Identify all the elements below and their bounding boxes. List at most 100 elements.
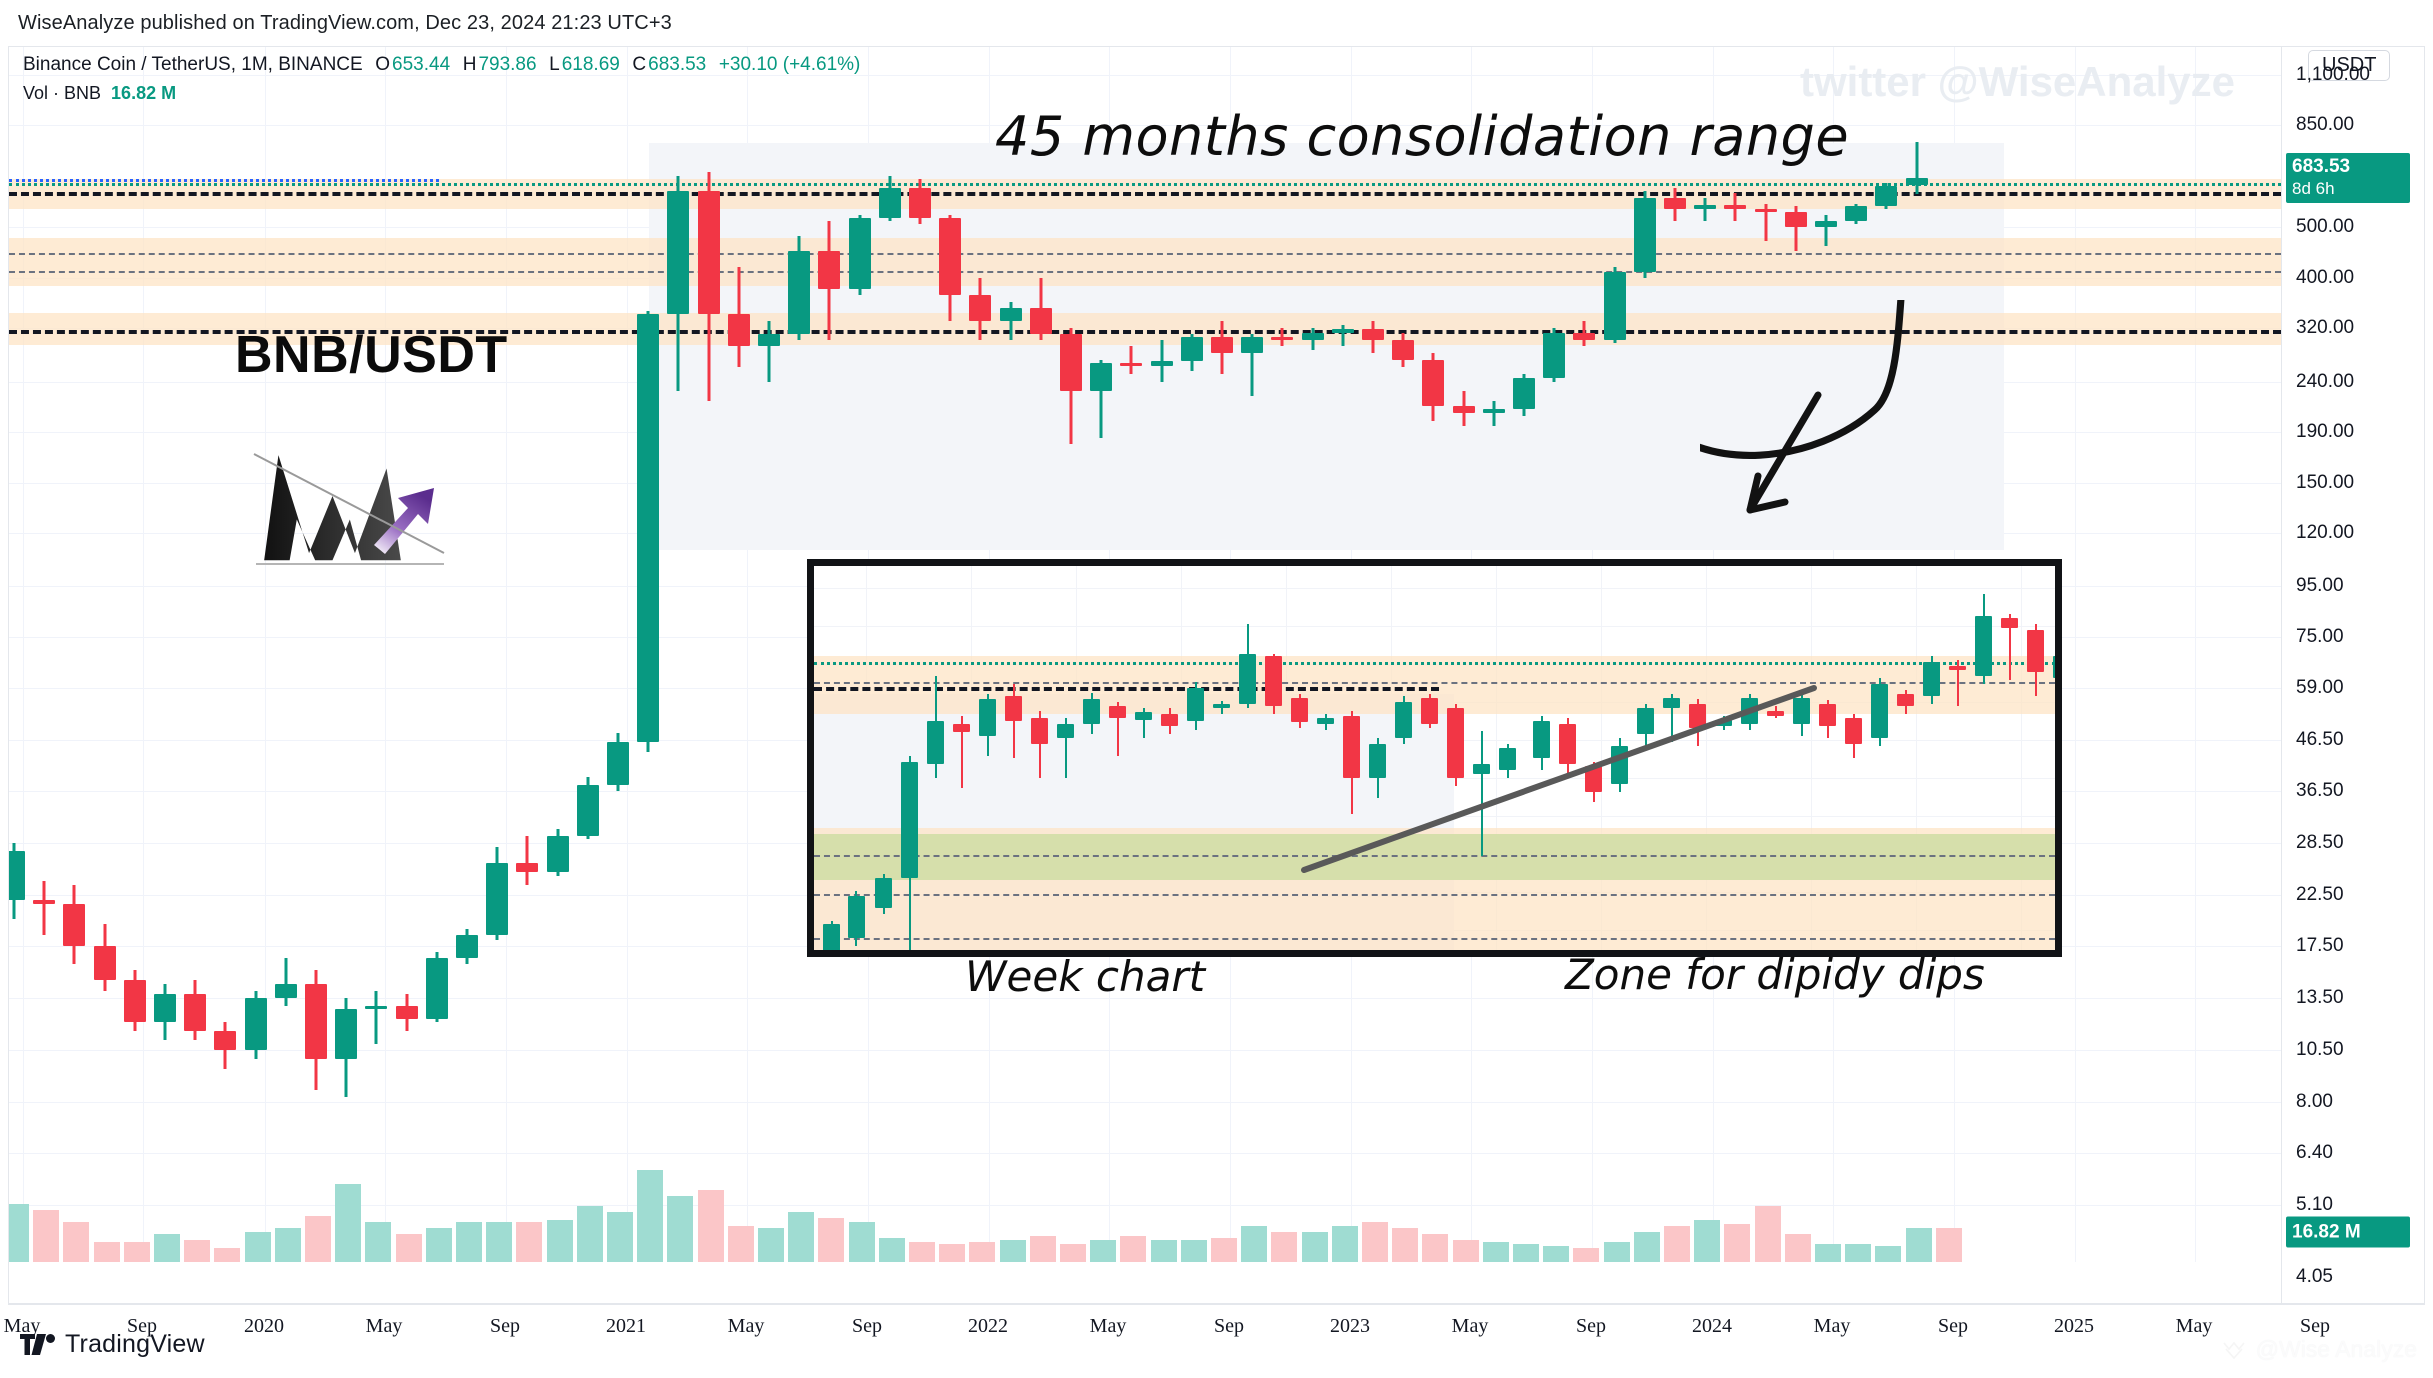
candle[interactable] xyxy=(1241,333,1264,396)
tradingview-logo[interactable]: TradingView xyxy=(20,1330,205,1359)
candle[interactable] xyxy=(123,970,146,1032)
candle[interactable] xyxy=(576,777,599,840)
candle[interactable] xyxy=(1784,206,1807,252)
inset-candle[interactable] xyxy=(2001,614,2019,680)
candle[interactable] xyxy=(1362,321,1384,354)
inset-candle[interactable] xyxy=(953,716,971,788)
candle[interactable] xyxy=(909,178,931,224)
candle[interactable] xyxy=(365,990,388,1045)
candle[interactable] xyxy=(1603,266,1626,344)
chart-legend[interactable]: Binance Coin / TetherUS, 1M, BINANCE O 65… xyxy=(23,51,862,107)
candle[interactable] xyxy=(63,885,86,964)
inset-candle[interactable] xyxy=(1265,654,1283,714)
legend-symbol[interactable]: Binance Coin / TetherUS, 1M, BINANCE xyxy=(23,54,363,75)
candle[interactable] xyxy=(637,311,660,752)
inset-candle[interactable] xyxy=(1689,699,1707,746)
inset-candle[interactable] xyxy=(1421,694,1439,728)
candle[interactable] xyxy=(1392,332,1415,367)
candle[interactable] xyxy=(878,175,901,221)
price-axis[interactable]: USDT 1,100.00 850.00 500.00 400.00 320.00 240… xyxy=(2281,47,2424,1303)
candle[interactable] xyxy=(788,236,811,341)
candle[interactable] xyxy=(1875,183,1898,210)
candle[interactable] xyxy=(1482,400,1505,427)
inset-candle[interactable] xyxy=(2053,652,2055,684)
candle[interactable] xyxy=(1694,198,1717,221)
candle[interactable] xyxy=(1422,353,1445,422)
candle[interactable] xyxy=(848,214,871,296)
inset-candle[interactable] xyxy=(1767,706,1785,718)
candle[interactable] xyxy=(697,172,720,401)
inset-candle[interactable] xyxy=(1923,656,1941,704)
candle[interactable] xyxy=(818,220,841,341)
candle[interactable] xyxy=(1120,346,1143,375)
candle[interactable] xyxy=(305,970,327,1091)
candle[interactable] xyxy=(9,843,25,919)
inset-candle[interactable] xyxy=(1975,594,1993,684)
candle[interactable] xyxy=(1180,333,1203,371)
candle[interactable] xyxy=(456,929,478,964)
candle[interactable] xyxy=(999,301,1022,341)
inset-candle[interactable] xyxy=(1559,718,1577,774)
inset-candle[interactable] xyxy=(823,921,841,950)
inset-candle[interactable] xyxy=(1161,708,1179,734)
inset-candle[interactable] xyxy=(1585,762,1603,802)
candle[interactable] xyxy=(1573,321,1596,347)
candle[interactable] xyxy=(395,993,418,1032)
candle[interactable] xyxy=(758,321,780,382)
inset-candle[interactable] xyxy=(1395,696,1413,744)
candle[interactable] xyxy=(184,979,207,1041)
candle[interactable] xyxy=(607,733,629,791)
inset-candle[interactable] xyxy=(1845,714,1863,758)
candle[interactable] xyxy=(154,983,176,1041)
inset-candle[interactable] xyxy=(1871,678,1889,746)
candle[interactable] xyxy=(1664,188,1686,221)
candle[interactable] xyxy=(1301,328,1324,350)
candle[interactable] xyxy=(546,828,569,877)
candle[interactable] xyxy=(93,924,116,991)
candle[interactable] xyxy=(667,175,690,392)
inset-candle[interactable] xyxy=(1533,716,1551,770)
inset-candle[interactable] xyxy=(1949,660,1967,706)
candle[interactable] xyxy=(516,835,539,886)
inset-candle[interactable] xyxy=(927,676,945,778)
candle[interactable] xyxy=(214,1022,237,1070)
candle[interactable] xyxy=(1905,141,1928,194)
inset-candle[interactable] xyxy=(1343,711,1361,814)
candle[interactable] xyxy=(969,278,992,341)
candle[interactable] xyxy=(1754,203,1777,242)
inset-candle[interactable] xyxy=(901,756,919,950)
inset-plot-area[interactable] xyxy=(814,566,2055,950)
candle[interactable] xyxy=(727,266,750,367)
candle[interactable] xyxy=(335,998,358,1098)
inset-candle[interactable] xyxy=(1637,704,1655,746)
time-axis[interactable]: May Sep 2020 May Sep 2021 May Sep 2022 May Sep 2023… xyxy=(4,1304,2425,1350)
candle[interactable] xyxy=(1150,340,1173,382)
inset-candle[interactable] xyxy=(1473,731,1491,856)
inset-candle[interactable] xyxy=(1187,682,1205,730)
candle[interactable] xyxy=(1543,328,1566,382)
price-pane[interactable] xyxy=(9,47,2281,1262)
inset-candle[interactable] xyxy=(1499,744,1517,778)
inset-candle[interactable] xyxy=(1897,690,1915,714)
inset-candle[interactable] xyxy=(1031,711,1049,778)
inset-candle[interactable] xyxy=(1109,702,1127,756)
candle[interactable] xyxy=(33,880,56,935)
inset-candle[interactable] xyxy=(1663,694,1681,742)
candle[interactable] xyxy=(1090,359,1113,438)
candle[interactable] xyxy=(274,957,297,1006)
inset-candle[interactable] xyxy=(1291,694,1309,728)
inset-candle[interactable] xyxy=(1135,708,1153,738)
inset-candle[interactable] xyxy=(875,874,893,914)
candle[interactable] xyxy=(1815,214,1837,247)
inset-candle[interactable] xyxy=(1005,684,1023,758)
inset-candle[interactable] xyxy=(1083,693,1101,734)
candle[interactable] xyxy=(1633,190,1656,278)
candle[interactable] xyxy=(1452,391,1475,427)
candle[interactable] xyxy=(244,990,267,1060)
inset-candle[interactable] xyxy=(1317,714,1335,730)
candle[interactable] xyxy=(1513,374,1535,416)
candle[interactable] xyxy=(1060,328,1082,444)
inset-candle[interactable] xyxy=(979,694,997,756)
inset-candle[interactable] xyxy=(1057,718,1075,778)
inset-candle[interactable] xyxy=(1793,694,1811,736)
